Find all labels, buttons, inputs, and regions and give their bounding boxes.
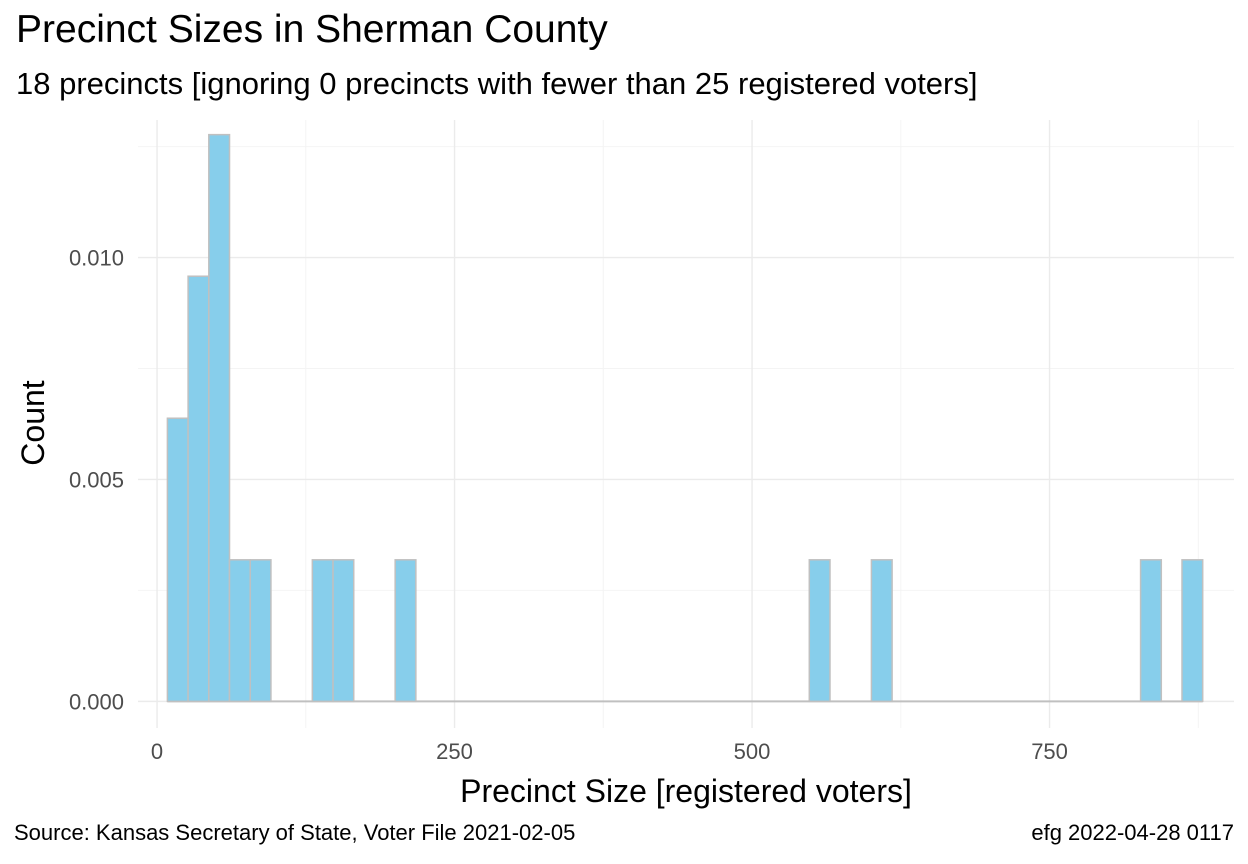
histogram-bar	[808, 559, 831, 703]
histogram-bar	[208, 133, 231, 703]
histogram-bar	[249, 559, 272, 703]
source-caption: Source: Kansas Secretary of State, Voter…	[14, 820, 576, 845]
histogram-bar	[228, 559, 251, 703]
histogram-bar	[870, 559, 893, 703]
y-axis-label: Count	[15, 380, 51, 466]
x-axis-label: Precinct Size [registered voters]	[460, 773, 912, 809]
histogram-bar	[166, 417, 189, 703]
y-tick-label: 0.010	[69, 246, 124, 271]
histogram-bar	[332, 559, 355, 703]
chart-title: Precinct Sizes in Sherman County	[16, 8, 608, 51]
author-caption: efg 2022-04-28 0117	[1031, 820, 1234, 845]
x-tick-label: 750	[1031, 739, 1068, 764]
major-gridlines	[138, 120, 1234, 728]
histogram-bar	[311, 559, 334, 703]
x-tick-label: 0	[151, 739, 163, 764]
histogram-bar	[1139, 559, 1163, 703]
histogram-bar	[1181, 559, 1204, 703]
y-tick-label: 0.005	[69, 467, 124, 492]
histogram-bar	[187, 275, 210, 703]
x-tick-label: 500	[734, 739, 771, 764]
chart-subtitle: 18 precincts [ignoring 0 precincts with …	[16, 66, 978, 101]
histogram-bars	[166, 133, 1204, 703]
x-tick-labels: 0 250 500 750	[151, 739, 1068, 764]
histogram-bar	[394, 559, 417, 703]
x-tick-label: 250	[436, 739, 473, 764]
y-tick-labels: 0.000 0.005 0.010	[69, 246, 124, 715]
y-tick-label: 0.000	[69, 689, 124, 714]
minor-gridlines	[138, 120, 1234, 728]
